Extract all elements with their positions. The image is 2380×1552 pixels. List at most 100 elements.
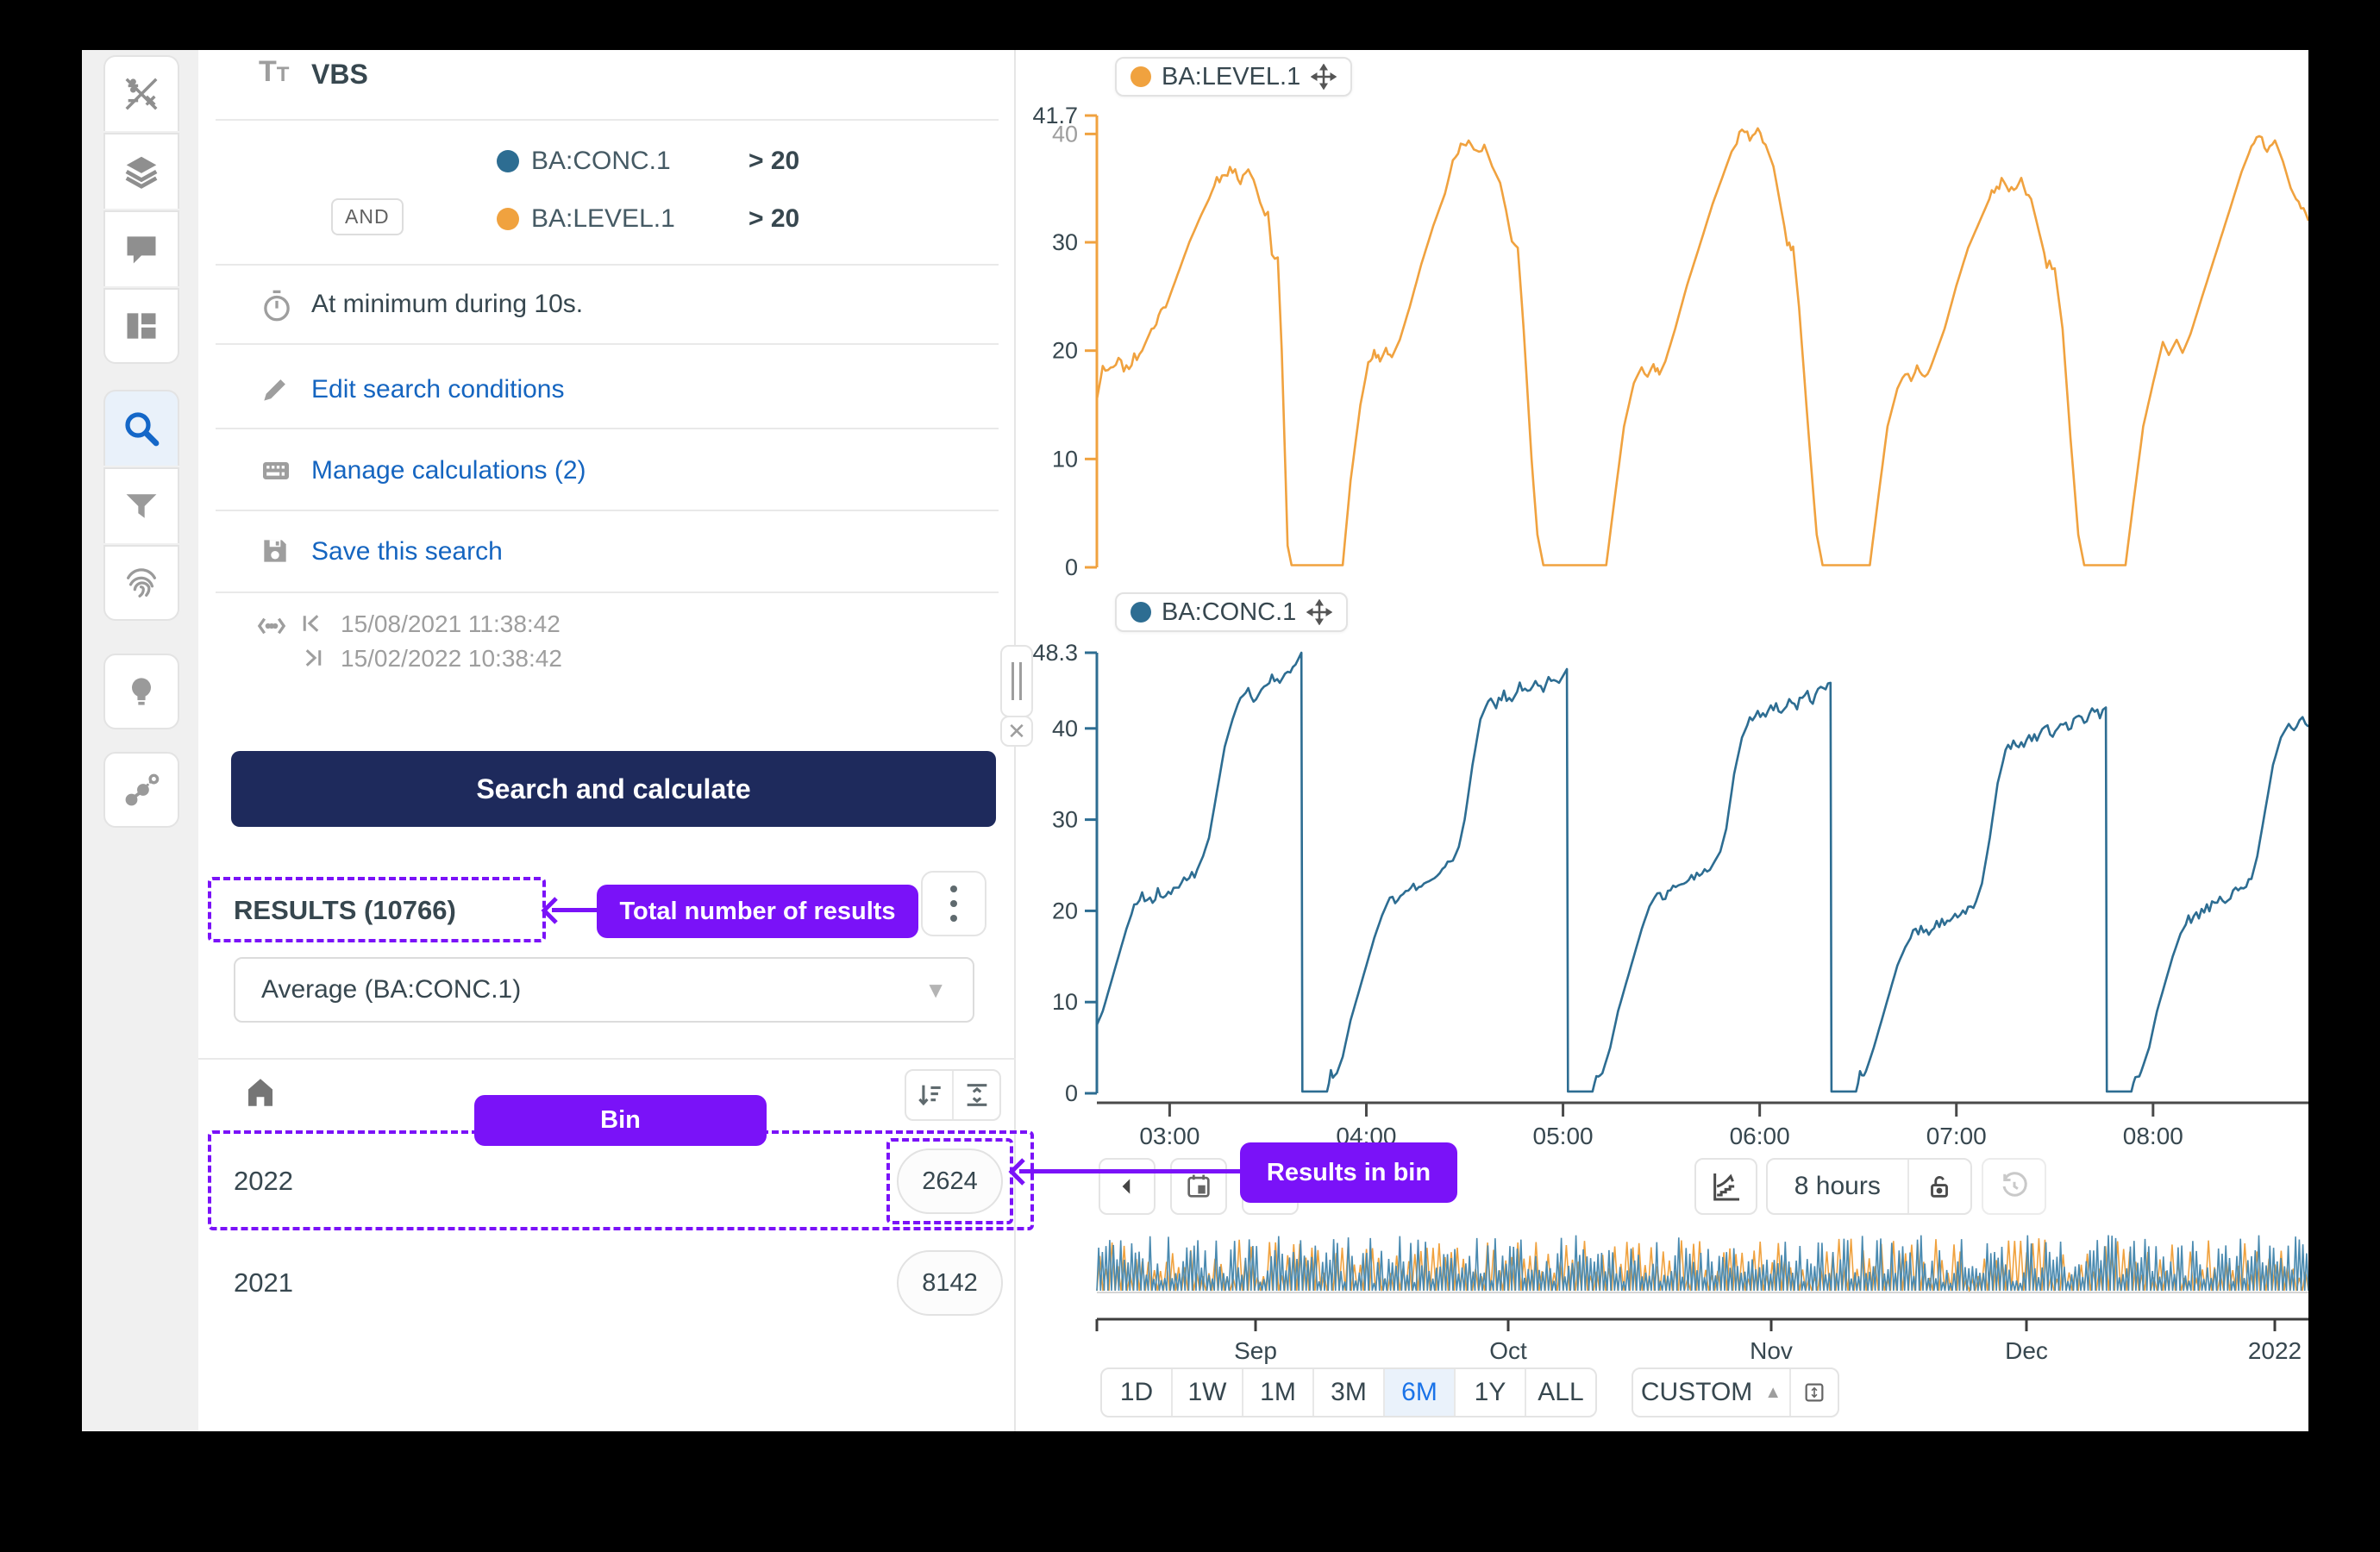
calculator-icon bbox=[259, 454, 293, 492]
sort-descending-button[interactable] bbox=[906, 1071, 954, 1119]
panel-splitter-handle[interactable] bbox=[1000, 645, 1033, 717]
panel-close-button[interactable]: ✕ bbox=[1000, 716, 1033, 747]
range-end-icon bbox=[299, 645, 325, 675]
move-icon bbox=[1311, 64, 1337, 90]
svg-text:30: 30 bbox=[1052, 807, 1078, 833]
annotation-results-in-bin: Results in bin bbox=[1240, 1142, 1457, 1203]
results-menu-button[interactable] bbox=[921, 871, 986, 936]
duration-button[interactable]: 8 hours bbox=[1794, 1172, 1881, 1200]
tag-color-dot bbox=[497, 208, 519, 230]
filter-icon bbox=[126, 494, 157, 518]
svg-text:2022: 2022 bbox=[2248, 1337, 2302, 1364]
condition-comparison: > 20 bbox=[748, 147, 800, 175]
calendar-icon bbox=[1187, 1174, 1210, 1198]
dashboard-icon bbox=[127, 313, 156, 339]
fit-range-button[interactable] bbox=[1788, 1369, 1838, 1416]
svg-text:10: 10 bbox=[1052, 446, 1078, 472]
bin-sort-controls bbox=[905, 1069, 1001, 1121]
series-name: BA:LEVEL.1 bbox=[1162, 62, 1301, 91]
collapse-bins-button[interactable] bbox=[954, 1071, 999, 1119]
manage-calculations-link[interactable]: Manage calculations (2) bbox=[311, 456, 586, 485]
sidebar-item-search[interactable] bbox=[103, 390, 179, 466]
series-color-dot bbox=[1130, 602, 1151, 623]
custom-range-control: CUSTOM ▲ bbox=[1632, 1367, 1839, 1417]
fingerprint-icon bbox=[127, 568, 156, 598]
condition-row: BA:CONC.1 bbox=[497, 147, 671, 176]
move-icon bbox=[1306, 599, 1333, 625]
pencil-icon bbox=[259, 373, 291, 410]
sidebar-item-dashboard[interactable] bbox=[103, 288, 179, 364]
range-all[interactable]: ALL bbox=[1525, 1369, 1595, 1416]
svg-text:Oct: Oct bbox=[1489, 1337, 1527, 1364]
range-1w[interactable]: 1W bbox=[1171, 1369, 1242, 1416]
edit-search-conditions-link[interactable]: Edit search conditions bbox=[311, 375, 565, 404]
bin-home-button[interactable] bbox=[242, 1074, 279, 1115]
sidebar-item-filter[interactable] bbox=[103, 467, 179, 543]
annotation-bin: Bin bbox=[474, 1095, 767, 1146]
legend-chip-conc[interactable]: BA:CONC.1 bbox=[1115, 592, 1349, 632]
svg-text:08:00: 08:00 bbox=[2123, 1123, 2183, 1149]
range-end-value: 15/02/2022 10:38:42 bbox=[341, 645, 562, 672]
bin-row-label[interactable]: 2021 bbox=[234, 1267, 293, 1298]
range-1m[interactable]: 1M bbox=[1242, 1369, 1312, 1416]
svg-text:0: 0 bbox=[1065, 554, 1078, 580]
annotation-arrow bbox=[1019, 1169, 1240, 1173]
home-icon bbox=[248, 1079, 272, 1106]
svg-text:05:00: 05:00 bbox=[1533, 1123, 1594, 1149]
context-icon bbox=[125, 773, 160, 806]
range-start-icon bbox=[299, 610, 325, 641]
save-icon bbox=[259, 535, 291, 572]
results-title: RESULTS (10766) bbox=[234, 895, 456, 925]
search-and-calculate-button[interactable]: Search and calculate bbox=[231, 751, 996, 827]
aggregation-select[interactable]: Average (BA:CONC.1) ▼ bbox=[234, 957, 974, 1023]
kebab-icon bbox=[950, 886, 957, 892]
stopwatch-icon bbox=[259, 288, 295, 329]
lock-scale-button[interactable] bbox=[1907, 1160, 1970, 1213]
svg-text:48.3: 48.3 bbox=[1032, 640, 1078, 666]
calendar-button[interactable] bbox=[1170, 1158, 1227, 1215]
sidebar-item-context[interactable] bbox=[103, 752, 179, 828]
search-title: VBS bbox=[311, 59, 368, 90]
tag-color-dot bbox=[497, 150, 519, 172]
text-format-icon: TT bbox=[259, 55, 290, 88]
svg-text:40: 40 bbox=[1052, 716, 1078, 742]
svg-text:06:00: 06:00 bbox=[1730, 1123, 1790, 1149]
sidebar-item-fingerprint[interactable] bbox=[103, 545, 179, 621]
collapse-vertical-icon bbox=[967, 1084, 986, 1106]
svg-text:20: 20 bbox=[1052, 898, 1078, 923]
condition-operator: AND bbox=[331, 198, 404, 235]
close-icon: ✕ bbox=[1007, 717, 1026, 744]
custom-range-button[interactable]: CUSTOM ▲ bbox=[1633, 1369, 1789, 1416]
svg-text:10: 10 bbox=[1052, 989, 1078, 1015]
sidebar-item-layers[interactable] bbox=[103, 133, 179, 209]
range-1y[interactable]: 1Y bbox=[1454, 1369, 1525, 1416]
duration-condition: At minimum during 10s. bbox=[311, 290, 584, 318]
history-button[interactable] bbox=[1982, 1158, 2046, 1215]
bin-row-label[interactable]: 2022 bbox=[234, 1166, 293, 1196]
save-search-link[interactable]: Save this search bbox=[311, 537, 503, 566]
duration-control: 8 hours bbox=[1766, 1158, 1972, 1215]
sidebar-item-comments[interactable] bbox=[103, 210, 179, 286]
condition-comparison: > 20 bbox=[748, 204, 800, 233]
pan-left-button[interactable] bbox=[1099, 1158, 1156, 1215]
svg-text:20: 20 bbox=[1052, 338, 1078, 364]
expand-icon bbox=[1805, 1383, 1824, 1402]
svg-text:0: 0 bbox=[1065, 1080, 1078, 1106]
condition-tag: BA:CONC.1 bbox=[531, 147, 671, 175]
range-3m[interactable]: 3M bbox=[1312, 1369, 1383, 1416]
range-6m[interactable]: 6M bbox=[1383, 1369, 1454, 1416]
svg-text:30: 30 bbox=[1052, 229, 1078, 255]
condition-row: BA:LEVEL.1 bbox=[497, 204, 675, 234]
formulas-icon bbox=[125, 78, 158, 110]
sort-descending-icon bbox=[918, 1085, 941, 1106]
sidebar-item-recommendations[interactable] bbox=[103, 654, 179, 729]
sidebar-item-formulas[interactable] bbox=[103, 55, 179, 131]
legend-chip-level[interactable]: BA:LEVEL.1 bbox=[1115, 57, 1353, 97]
chart-type-button[interactable] bbox=[1694, 1158, 1757, 1215]
time-range-icon bbox=[254, 609, 289, 648]
series-color-dot bbox=[1130, 66, 1151, 87]
range-start-value: 15/08/2021 11:38:42 bbox=[341, 610, 561, 637]
layers-icon bbox=[125, 156, 158, 189]
range-1d[interactable]: 1D bbox=[1119, 1378, 1154, 1406]
